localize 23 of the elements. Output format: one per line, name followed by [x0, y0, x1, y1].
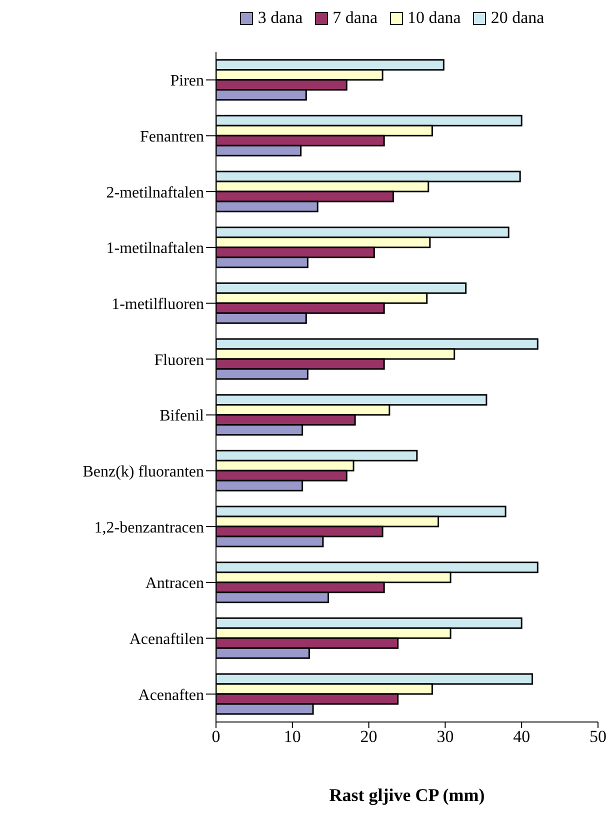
y-tick-label: Piren — [170, 72, 204, 90]
y-tick-label: 1,2-benzantracen — [94, 519, 204, 536]
y-tick-label: Fluoren — [154, 352, 204, 369]
x-tick-label: 0 — [212, 727, 220, 746]
y-tick-label: Bifenil — [160, 408, 205, 425]
y-tick-label: 2-metilnaftalen — [106, 184, 204, 202]
y-tick-label: Antracen — [145, 575, 204, 592]
x-tick-label: 20 — [360, 727, 378, 746]
x-tick-label: 50 — [590, 727, 606, 746]
x-tick-label: 40 — [513, 727, 530, 746]
x-tick-label: 30 — [436, 727, 454, 746]
legend-label: 10 dana — [408, 8, 461, 28]
legend-label: 3 dana — [258, 8, 303, 28]
y-tick-label: Acenaften — [138, 686, 204, 704]
legend-label: 20 dana — [490, 8, 544, 28]
y-tick-label: Fenantren — [140, 128, 204, 146]
y-tick-label: Acenaftilen — [129, 630, 204, 648]
x-tick-label: 10 — [284, 727, 301, 746]
x-axis-title: Rast gljive CP (mm) — [328, 785, 486, 806]
y-tick-label: Benz(k) fluoranten — [82, 463, 204, 480]
y-tick-label: 1-metilfluoren — [112, 296, 204, 313]
legend-label: 7 dana — [332, 8, 378, 28]
y-tick-label: 1-metilnaftalen — [106, 240, 204, 258]
